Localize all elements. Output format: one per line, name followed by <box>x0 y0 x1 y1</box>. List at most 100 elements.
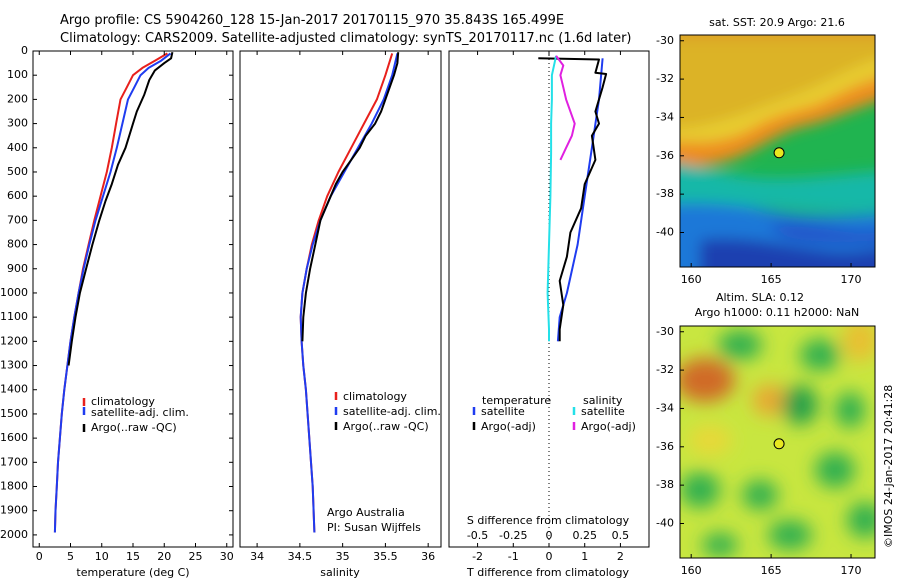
map-y-tick-label: -32 <box>656 363 674 376</box>
salinity-x-ticks: 34 34.5 35 35.5 36 <box>250 51 435 563</box>
depth-tick-label: 800 <box>7 238 28 251</box>
sla-high-1 <box>680 358 735 402</box>
depth-tick-label: 1300 <box>0 359 28 372</box>
x-tick-label: 10 <box>95 550 109 563</box>
x-tick-label: 0 <box>546 550 553 563</box>
sst-map-title: sat. SST: 20.9 Argo: 21.6 <box>709 16 845 29</box>
depth-tick-label: 1200 <box>0 334 28 347</box>
legend-satellite-adj: satellite-adj. clim. <box>91 406 189 419</box>
depth-tick-label: 2000 <box>0 528 28 541</box>
sla-low-4 <box>835 392 865 428</box>
sla-map-y-ticks: -30 -32 -34 -36 -38 -40 <box>656 325 684 529</box>
series-salinity-satellite <box>546 55 558 342</box>
depth-tick-label: 100 <box>7 68 28 81</box>
temperature-legend: climatology satellite-adj. clim. Argo(..… <box>82 395 189 434</box>
credit-line-2: PI: Susan Wijffels <box>327 521 421 534</box>
legend-argo: Argo(..raw -QC) <box>91 421 177 434</box>
depth-tick-label: 500 <box>7 165 28 178</box>
depth-tick-label: 300 <box>7 117 28 130</box>
depth-tick-label: 1600 <box>0 431 28 444</box>
map-y-tick-label: -36 <box>656 440 674 453</box>
sla-map-x-ticks: 160 165 170 <box>681 554 862 577</box>
temperature-plot-area <box>32 50 234 548</box>
x-tick-label: -1 <box>508 550 519 563</box>
depth-tick-label: 900 <box>7 262 28 275</box>
legend-header-salinity: salinity <box>583 394 623 407</box>
credit-line-1: Argo Australia <box>327 506 405 519</box>
sla-low-6 <box>742 480 778 510</box>
temperature-x-ticks: 0 5 10 15 20 25 30 <box>36 51 234 563</box>
x-tick-label: 30 <box>220 550 234 563</box>
difference-legend: temperature salinity satellite Argo(-adj… <box>472 394 636 433</box>
map-x-tick-label: 160 <box>681 564 702 577</box>
series-temperature-argo-adj <box>538 57 608 342</box>
s-tick-label: -0.25 <box>499 529 527 542</box>
map-x-tick-label: 170 <box>841 564 862 577</box>
difference-x-ticks: -2 -1 0 1 2 <box>472 51 624 563</box>
legend-t-satellite: satellite <box>481 405 525 418</box>
sla-high-3 <box>842 326 875 362</box>
series-salinity-argo-adj <box>555 55 576 161</box>
temperature-series-group <box>53 51 174 533</box>
series-argo-raw-qc <box>301 52 400 342</box>
x-tick-label: -2 <box>472 550 483 563</box>
sst-field <box>680 35 875 267</box>
sla-high-2 <box>752 384 788 416</box>
difference-panel: -2 -1 0 1 2 -0.5 -0.25 0 0.25 0.5 S difference f… <box>448 50 650 579</box>
sst-cyan-zone <box>680 163 875 213</box>
x-tick-label: 35 <box>336 550 350 563</box>
legend-header-temperature: temperature <box>482 394 551 407</box>
x-tick-label: 0 <box>36 550 43 563</box>
salinity-panel: 34 34.5 35 35.5 36 salinity climatology sate… <box>239 50 442 579</box>
depth-tick-label: 1000 <box>0 286 28 299</box>
x-tick-label: 36 <box>421 550 435 563</box>
copyright-timestamp: ©IMOS 24-Jan-2017 20:41:28 <box>882 385 895 548</box>
sla-map-panel: Altim. SLA: 0.12 Argo h1000: 0.11 h2000:… <box>656 291 876 577</box>
x-tick-label: 15 <box>126 550 140 563</box>
header-line-1: Argo profile: CS 5904260_128 15-Jan-2017… <box>60 13 564 28</box>
sla-low-7 <box>815 452 855 488</box>
sla-low-5 <box>680 472 720 508</box>
map-y-tick-label: -40 <box>656 225 674 238</box>
sla-low-8 <box>768 520 812 550</box>
depth-tick-label: 0 <box>21 44 28 57</box>
depth-tick-label: 700 <box>7 213 28 226</box>
s-difference-label: S difference from climatology <box>467 514 630 527</box>
sla-map-frame <box>679 325 876 559</box>
salinity-legend: climatology satellite-adj. clim. Argo(..… <box>334 390 441 433</box>
map-y-tick-label: -38 <box>656 187 674 200</box>
sst-map-y-ticks: -30 -32 -34 -36 -38 -40 <box>656 34 684 238</box>
sst-deep-blue-zone <box>700 238 875 267</box>
temperature-panel: 0 5 10 15 20 25 30 010020030040050060070080090… <box>0 44 649 579</box>
map-y-tick-label: -30 <box>656 34 674 47</box>
depth-tick-label: 1100 <box>0 310 28 323</box>
s-tick-label: -0.5 <box>467 529 488 542</box>
argo-float-marker <box>773 147 785 159</box>
temperature-x-label: temperature (deg C) <box>76 566 189 579</box>
sla-field <box>680 326 875 557</box>
depth-tick-label: 600 <box>7 189 28 202</box>
sla-map-subtitle: Argo h1000: 0.11 h2000: NaN <box>695 306 860 319</box>
sst-map-x-ticks: 160 165 170 <box>681 263 862 286</box>
map-y-tick-label: -38 <box>656 478 674 491</box>
x-tick-label: 35.5 <box>373 550 398 563</box>
map-x-tick-label: 160 <box>681 273 702 286</box>
s-tick-label: 0 <box>546 529 553 542</box>
map-x-tick-label: 165 <box>761 564 782 577</box>
difference-series-group <box>538 55 608 342</box>
sla-map-title: Altim. SLA: 0.12 <box>716 291 804 304</box>
legend-s-argo: Argo(-adj) <box>581 420 636 433</box>
sla-low-10 <box>702 533 738 557</box>
header-line-2: Climatology: CARS2009. Satellite-adjuste… <box>60 31 632 46</box>
sst-map-panel: sat. SST: 20.9 Argo: 21.6 160 165 170 <box>656 16 876 286</box>
salinity-plot-area <box>239 50 442 548</box>
s-tick-label: 0.25 <box>572 529 597 542</box>
sla-low-3 <box>782 385 818 425</box>
depth-tick-label: 1400 <box>0 383 28 396</box>
sst-map-image <box>680 35 875 267</box>
x-tick-label: 2 <box>617 550 624 563</box>
map-y-tick-label: -30 <box>656 325 674 338</box>
depth-tick-label: 1800 <box>0 480 28 493</box>
